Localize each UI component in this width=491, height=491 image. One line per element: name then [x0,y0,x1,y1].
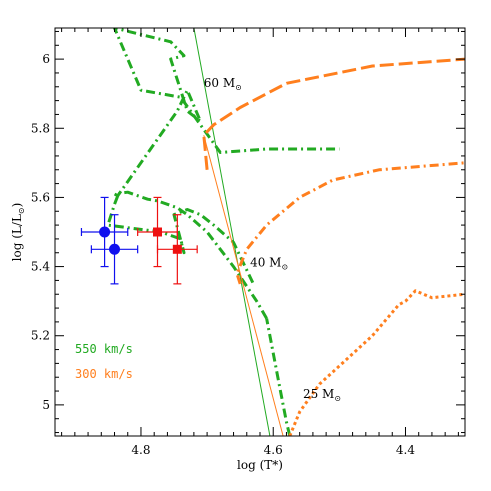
series-line-4 [202,57,465,170]
series-line-5 [235,161,465,285]
series-line-7 [203,135,284,436]
y-axis-title: log (L/L⊙) [10,203,26,262]
point-marker-circle [109,243,121,255]
data-point-3 [156,214,198,285]
point-marker-circle [99,226,111,238]
y-tick-label: 6 [42,52,50,66]
y-tick-label: 5.4 [31,260,50,274]
y-axis-title-main: log (L/L [10,214,24,261]
series-line-3 [265,318,292,436]
y-tick-labels: 5 5.2 5.4 5.6 5.8 6 [31,52,50,412]
ticks-layer [55,28,465,436]
series-layer [106,28,465,436]
x-tick-labels: 4.8 4.6 4.4 [131,443,415,457]
data-point-2 [137,196,178,268]
mass-label-0: 60 M⊙ [204,76,242,92]
series-line-1 [106,195,255,285]
x-axis-title: log (T*) [237,458,283,472]
x-tick-label: 4.6 [264,443,283,457]
y-axis-title-sub: ⊙ [17,207,26,214]
mass-label-1: 40 M⊙ [250,256,288,272]
point-marker-square [153,227,162,237]
annotations-layer: 60 M⊙ 40 M⊙ 25 M⊙ [204,76,341,403]
legend-label-300: 300 km/s [75,367,133,381]
point-marker-square [172,244,182,254]
legend-label-550: 550 km/s [75,342,133,356]
series-line-6 [288,289,465,436]
y-tick-label: 5.6 [31,190,50,204]
data-point-1 [90,214,139,285]
y-tick-label: 5.2 [31,329,50,343]
series-line-0 [113,28,340,320]
y-axis-title-close: ) [10,203,24,208]
mass-label-2: 25 M⊙ [303,387,341,403]
points-layer [80,196,198,285]
x-tick-label: 4.8 [131,443,150,457]
series-line-2 [193,28,271,436]
x-tick-label: 4.4 [396,443,415,457]
y-tick-label: 5.8 [31,121,50,135]
data-point-0 [80,196,129,268]
y-tick-label: 5 [42,398,50,412]
